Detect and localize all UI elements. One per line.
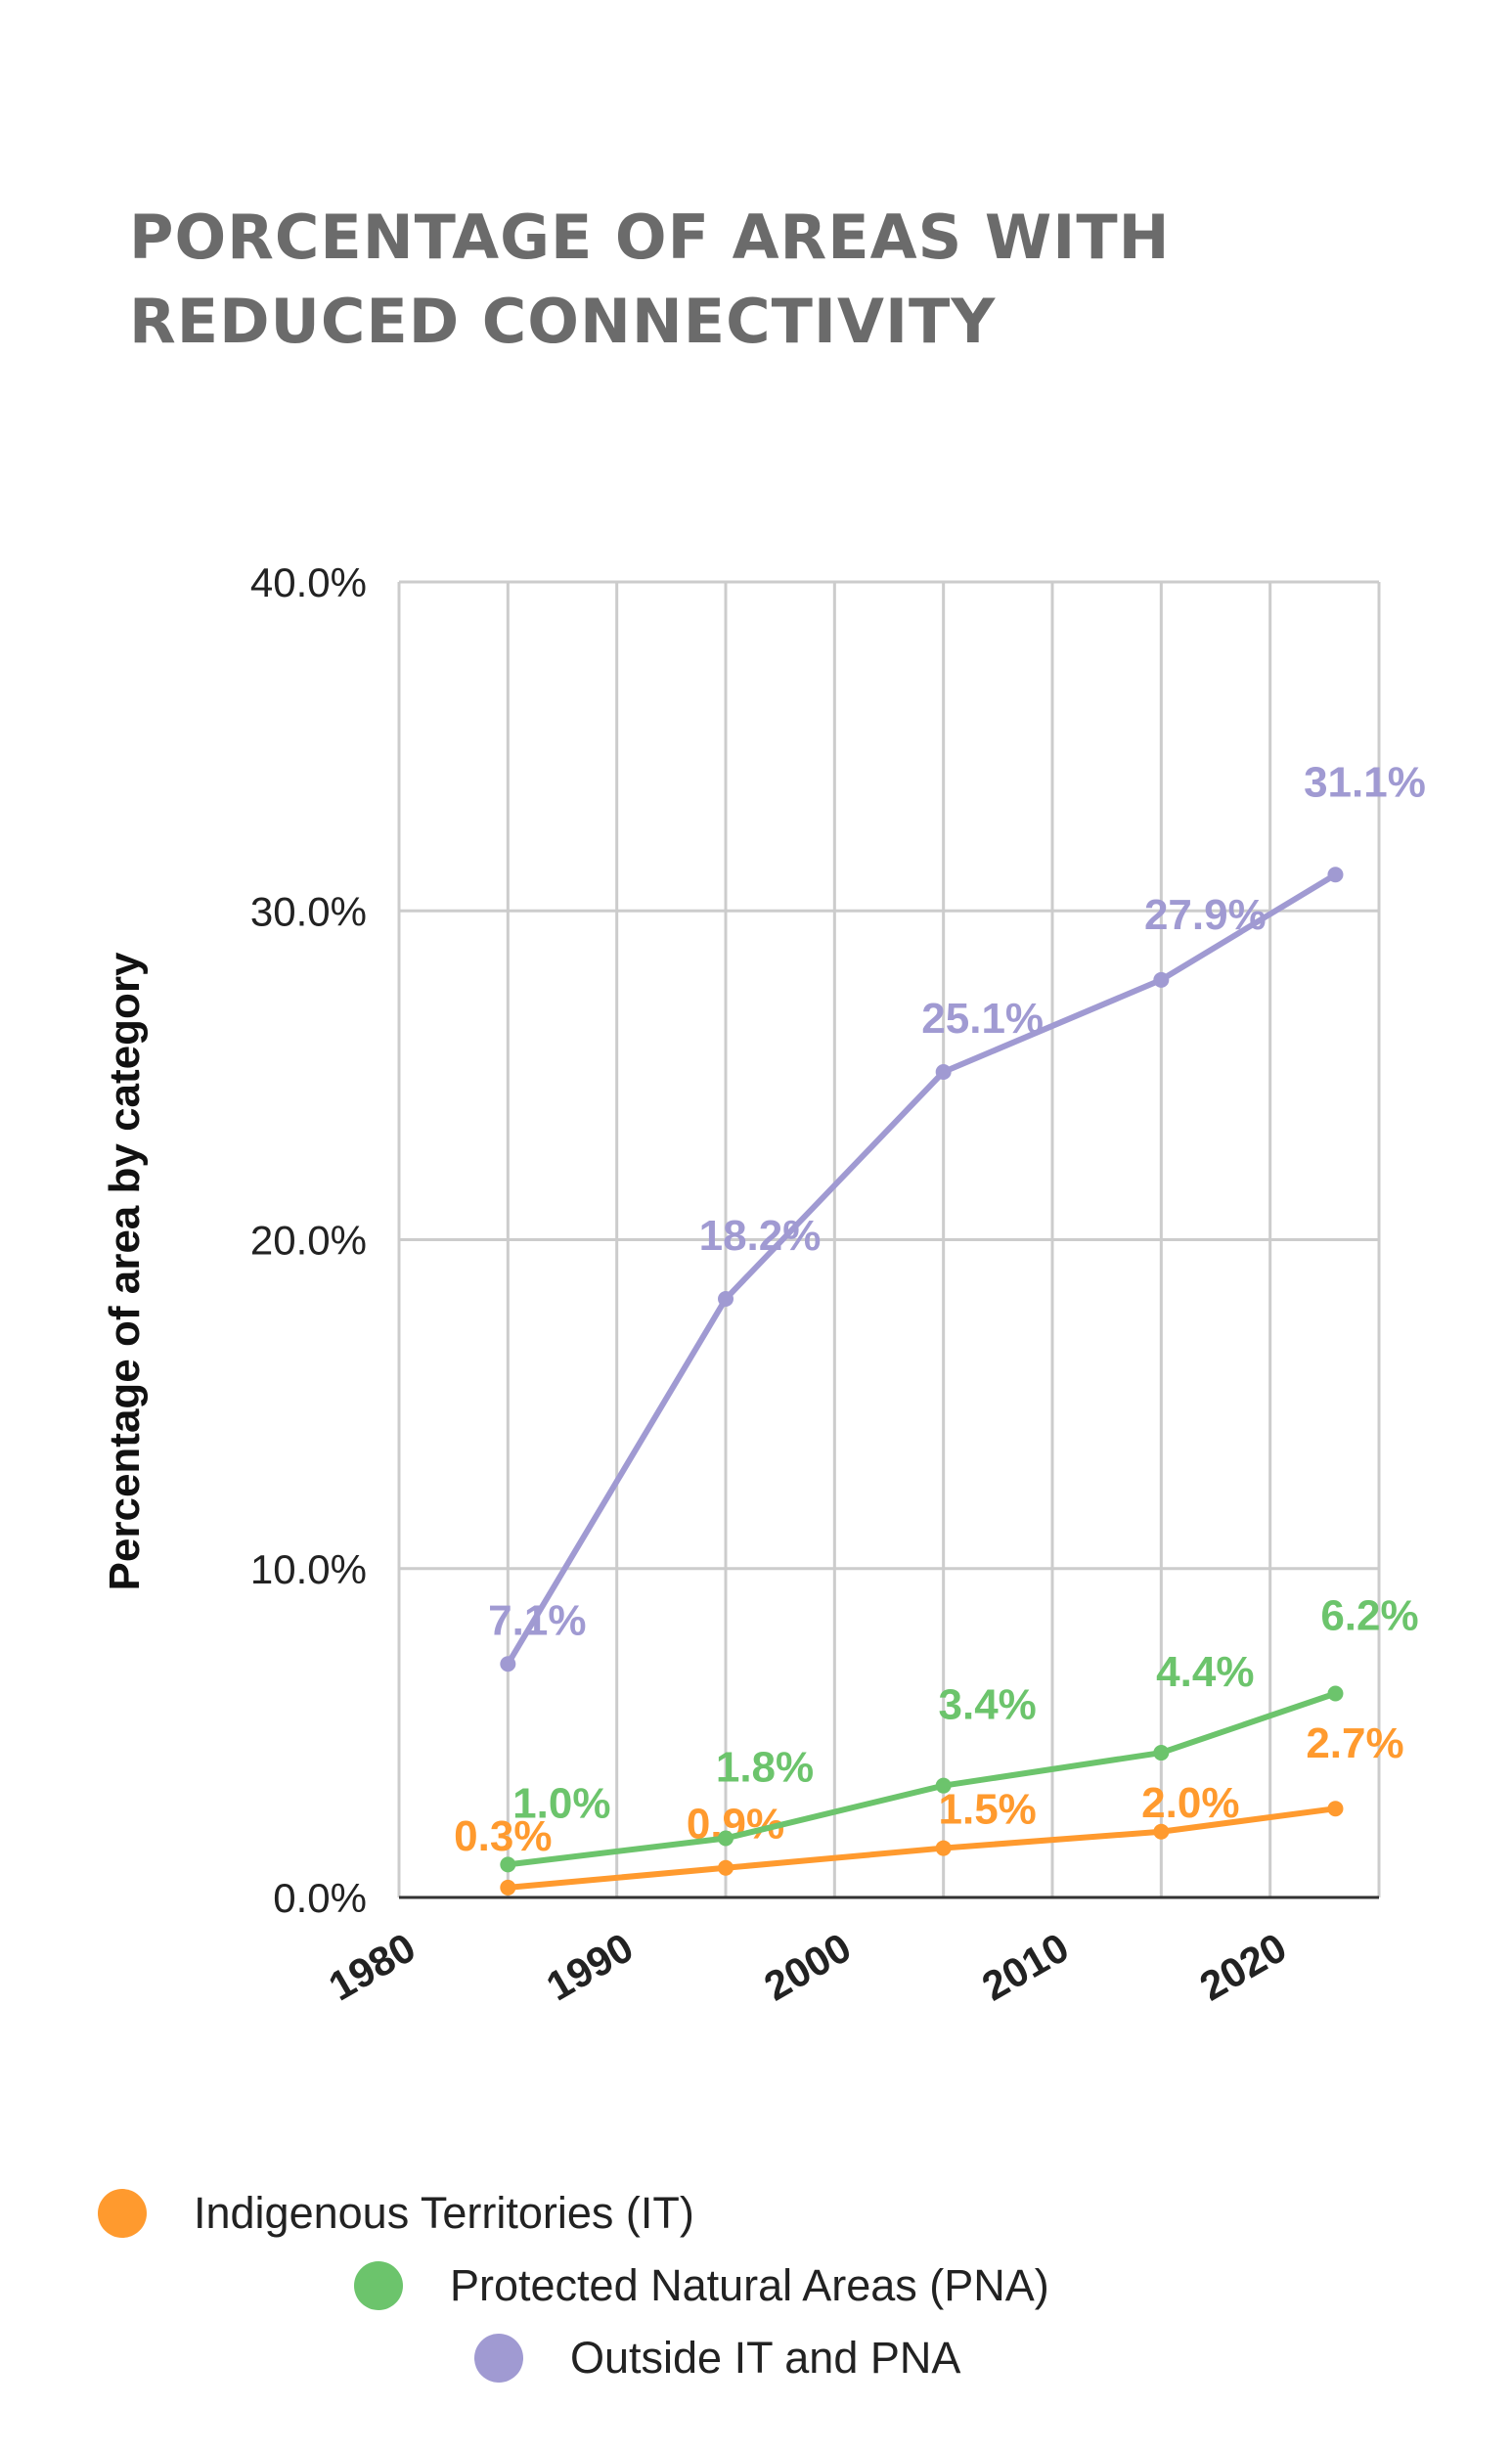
- data-label: 7.1%: [488, 1596, 586, 1644]
- x-tick-label: 2000: [756, 1924, 858, 2009]
- legend-item: Indigenous Territories (IT): [98, 2188, 694, 2239]
- legend-dot-icon: [354, 2261, 403, 2310]
- x-tick-label: 2020: [1192, 1924, 1294, 2009]
- data-label: 1.0%: [512, 1779, 610, 1827]
- data-point: [718, 1859, 734, 1876]
- y-tick-label: 40.0%: [250, 559, 367, 605]
- y-axis-label: Percentage of area by category: [101, 952, 149, 1590]
- data-label: 2.0%: [1141, 1779, 1239, 1827]
- data-label: 3.4%: [939, 1681, 1037, 1729]
- chart-title: PORCENTAGE OF AREAS WITH REDUCED CONNECT…: [129, 201, 1171, 357]
- data-label: 2.7%: [1306, 1719, 1403, 1767]
- legend-label: Protected Natural Areas (PNA): [450, 2260, 1049, 2310]
- data-point: [1327, 1685, 1344, 1702]
- data-point: [500, 1856, 516, 1873]
- legend-item: Outside IT and PNA: [474, 2333, 960, 2384]
- data-label: 6.2%: [1320, 1592, 1418, 1640]
- x-tick-label: 2010: [974, 1924, 1076, 2009]
- data-point: [1153, 971, 1170, 988]
- x-tick-label: 1980: [321, 1924, 422, 2009]
- data-point: [500, 1879, 516, 1895]
- legend-dot-icon: [474, 2334, 523, 2383]
- data-point: [1327, 1801, 1344, 1817]
- data-point: [500, 1656, 516, 1672]
- data-point: [718, 1291, 734, 1308]
- data-label: 1.5%: [939, 1786, 1037, 1834]
- legend-label: Outside IT and PNA: [570, 2333, 961, 2383]
- data-point: [1327, 867, 1344, 883]
- data-point: [1153, 1823, 1170, 1840]
- data-label: 0.3%: [454, 1812, 552, 1860]
- data-point: [935, 1840, 952, 1856]
- legend-dot-icon: [98, 2189, 147, 2238]
- series-line-2: [505, 871, 1338, 1666]
- line-chart: 0.0% 10.0% 20.0% 30.0% 40.0% 1980 1990 2000 2010…: [101, 559, 1426, 2010]
- y-tick-label: 20.0%: [250, 1218, 367, 1264]
- y-tick-label: 10.0%: [250, 1546, 367, 1592]
- data-label: 18.2%: [699, 1212, 822, 1260]
- data-label: 25.1%: [921, 995, 1044, 1043]
- x-tick-label: 1990: [539, 1924, 641, 2009]
- data-point: [1153, 1745, 1170, 1761]
- data-point: [718, 1830, 734, 1847]
- data-label: 27.9%: [1144, 891, 1267, 939]
- data-label: 4.4%: [1156, 1648, 1254, 1696]
- data-label: 31.1%: [1304, 758, 1426, 806]
- legend-item: Protected Natural Areas (PNA): [354, 2260, 1049, 2311]
- legend-label: Indigenous Territories (IT): [194, 2188, 694, 2238]
- data-point: [935, 1777, 952, 1794]
- y-tick-label: 0.0%: [273, 1875, 367, 1921]
- y-tick-label: 30.0%: [250, 888, 367, 934]
- data-label: 1.8%: [716, 1743, 814, 1791]
- data-point: [935, 1064, 952, 1081]
